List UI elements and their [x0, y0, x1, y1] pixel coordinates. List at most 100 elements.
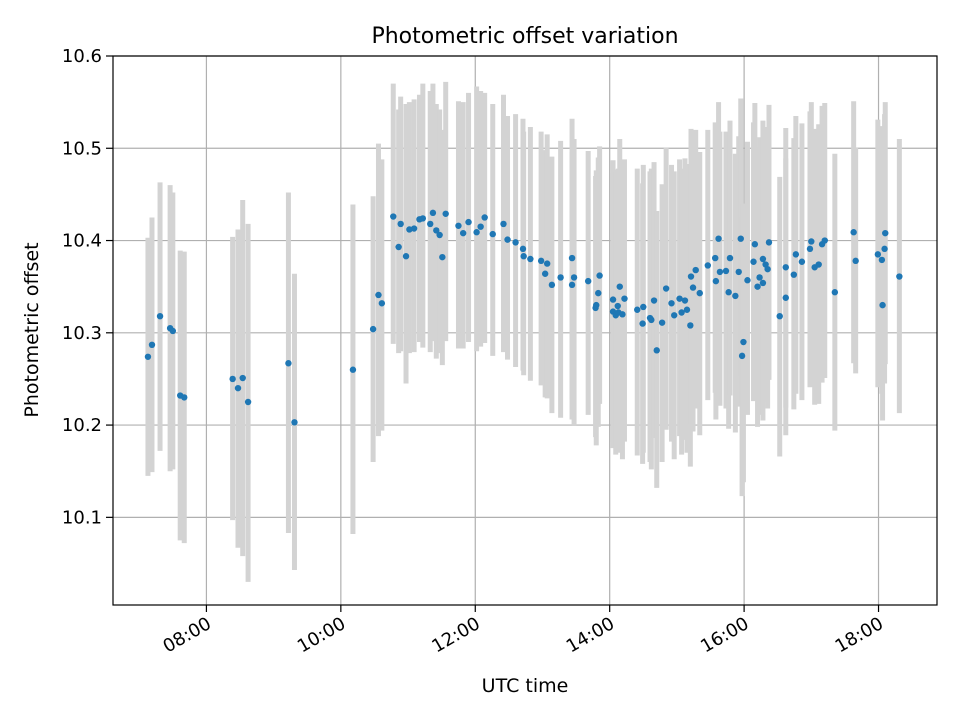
y-tick-label: 10.6	[62, 46, 102, 67]
data-point	[658, 319, 666, 326]
data-point	[726, 254, 734, 262]
data-point	[402, 253, 410, 260]
data-point	[806, 245, 814, 253]
y-tick-label: 10.3	[62, 323, 102, 344]
data-point	[609, 296, 617, 303]
data-point	[285, 360, 292, 367]
data-point	[410, 225, 418, 232]
y-tick-label: 10.4	[62, 231, 102, 252]
data-point	[722, 267, 730, 275]
data-point	[744, 277, 751, 284]
data-point	[896, 273, 903, 280]
data-point	[874, 251, 882, 258]
data-point	[878, 256, 886, 264]
data-point	[681, 297, 689, 304]
data-point	[595, 289, 602, 297]
data-point	[596, 272, 603, 279]
data-point	[169, 327, 177, 335]
data-point	[759, 255, 767, 263]
data-point	[614, 302, 621, 310]
data-point	[732, 292, 739, 300]
y-tick-label: 10.2	[62, 415, 102, 436]
data-point	[735, 268, 742, 276]
data-point	[639, 320, 646, 327]
data-point	[831, 289, 839, 296]
data-point	[740, 338, 747, 346]
data-point	[512, 239, 519, 246]
data-point	[676, 295, 683, 302]
data-point	[378, 300, 386, 307]
data-point	[738, 352, 746, 360]
data-point	[648, 316, 655, 324]
data-point	[244, 398, 252, 406]
data-point	[541, 270, 549, 277]
data-point	[429, 209, 437, 217]
data-point	[683, 306, 691, 313]
data-point	[442, 210, 449, 217]
data-point	[375, 291, 382, 299]
data-point	[850, 229, 857, 236]
data-points	[144, 209, 903, 426]
data-point	[671, 312, 678, 319]
data-point	[459, 229, 467, 237]
data-point	[668, 300, 675, 307]
data-point	[369, 325, 377, 333]
data-point	[144, 353, 152, 360]
data-point	[725, 289, 732, 296]
data-point	[704, 262, 712, 269]
data-point	[759, 279, 767, 287]
data-point	[634, 306, 641, 313]
data-point	[750, 258, 757, 265]
data-point	[715, 235, 722, 242]
data-point	[156, 312, 164, 320]
data-point	[882, 229, 889, 237]
data-point	[640, 303, 647, 311]
data-point	[570, 274, 578, 281]
data-point	[234, 384, 242, 392]
data-point	[465, 218, 472, 226]
data-point	[756, 274, 763, 281]
data-point	[397, 220, 404, 228]
y-axis-label: Photometric offset	[21, 242, 43, 417]
data-point	[548, 281, 556, 289]
data-point	[229, 375, 236, 383]
data-point	[543, 260, 551, 267]
data-point	[754, 283, 761, 290]
data-point	[692, 266, 699, 274]
data-point	[712, 277, 720, 285]
data-point	[181, 394, 188, 401]
data-point	[439, 253, 446, 261]
data-point	[808, 238, 815, 245]
data-point	[504, 236, 511, 243]
data-point	[527, 255, 534, 263]
data-point	[390, 213, 397, 220]
data-point	[520, 253, 527, 260]
data-point	[792, 251, 800, 258]
data-point	[455, 222, 462, 229]
data-point	[821, 237, 828, 244]
data-point	[737, 235, 744, 242]
data-point	[621, 295, 628, 302]
data-point	[616, 283, 623, 290]
data-point	[557, 274, 564, 281]
axes-frame	[112, 55, 938, 606]
data-point	[419, 215, 427, 222]
data-point	[687, 322, 694, 329]
data-point	[678, 309, 685, 316]
data-point	[650, 297, 658, 304]
data-point	[239, 374, 246, 382]
data-point	[395, 243, 402, 251]
data-point	[689, 284, 697, 291]
x-axis-label: UTC time	[482, 675, 569, 697]
data-point	[790, 271, 798, 278]
data-point	[776, 312, 783, 320]
data-point	[148, 341, 156, 349]
data-point	[798, 258, 806, 265]
data-point	[662, 285, 670, 292]
data-point	[349, 366, 357, 373]
data-point	[881, 245, 888, 253]
data-point	[481, 214, 488, 221]
data-point	[852, 257, 859, 265]
y-axis-ticks: 10.1 10.2 10.3 10.4 10.5 10.6	[62, 46, 113, 528]
y-tick-label: 10.5	[62, 138, 102, 159]
